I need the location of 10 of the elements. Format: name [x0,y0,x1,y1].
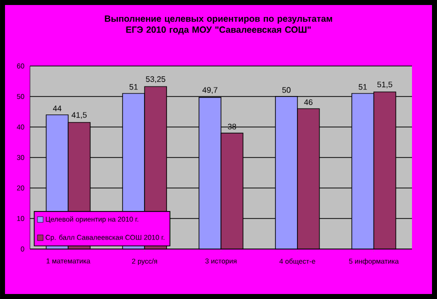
data-label: 51,5 [377,82,392,88]
data-label: 53,25 [146,76,166,83]
data-label: 49,7 [202,87,218,94]
chart-title: Выполнение целевых ориентиров по результатам ЕГЭ 2010 года МОУ "Савалеевская СОШ" [104,16,332,35]
data-label: 50 [282,87,291,93]
data-label: 51 [129,84,138,90]
data-label: 46 [304,99,312,106]
data-label: 44 [52,106,62,112]
data-label: 51 [358,84,367,90]
data-label: 41,5 [72,112,87,119]
